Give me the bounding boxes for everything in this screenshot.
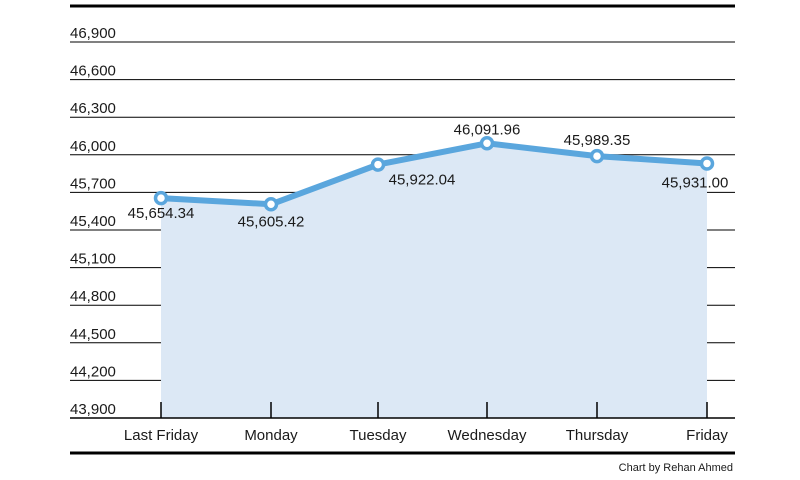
x-tick-label: Friday [686,427,728,444]
x-tick-label: Last Friday [124,427,199,444]
data-label: 45,605.42 [238,213,305,230]
data-point [589,148,605,164]
data-label: 46,091.96 [454,121,521,138]
y-tick-label: 45,100 [70,251,116,268]
data-point [479,136,495,151]
data-point [153,190,169,206]
y-tick-label: 44,500 [70,326,116,343]
y-tick-label: 45,700 [70,175,116,192]
x-tick-label: Wednesday [448,427,527,444]
data-labels: 45,654.34 45,605.42 45,922.04 46,091.96 45,9… [128,121,729,230]
data-point [263,197,279,212]
x-tick-label: Monday [244,427,298,444]
y-tick-label: 46,300 [70,100,116,117]
y-tick-label: 44,200 [70,363,116,380]
data-point [699,156,715,171]
y-tick-label: 43,900 [70,401,116,418]
data-point [370,157,386,172]
y-tick-label: 46,900 [70,25,116,42]
y-tick-label: 45,400 [70,213,116,230]
data-points [153,136,715,212]
x-axis-ticks: Last Friday Monday Tuesday Wednesday Thursda… [124,402,728,444]
y-tick-label: 44,800 [70,288,116,305]
area-fill [161,143,707,418]
y-tick-label: 46,600 [70,63,116,80]
data-label: 45,922.04 [389,172,456,189]
data-label: 45,989.35 [564,132,631,149]
y-axis-ticks: 43,900 44,200 44,500 44,800 45,100 45,400 45,7… [70,25,116,418]
x-tick-label: Tuesday [350,427,407,444]
chart-credit: Chart by Rehan Ahmed [618,462,733,474]
y-tick-label: 46,000 [70,138,116,155]
x-tick-label: Thursday [566,427,629,444]
data-label: 45,654.34 [128,205,195,222]
series-line [158,140,710,208]
data-label: 45,931.00 [662,174,729,191]
